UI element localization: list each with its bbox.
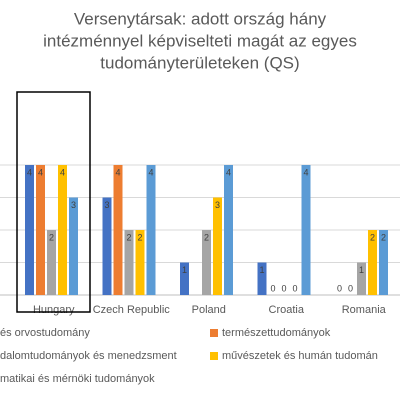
bar	[58, 165, 67, 295]
value-label: 4	[303, 167, 308, 177]
x-tick-label: Croatia	[269, 304, 305, 316]
bar	[301, 165, 311, 295]
bar	[213, 197, 222, 295]
value-label: 3	[104, 200, 109, 210]
value-label: 2	[126, 232, 131, 242]
value-label: 0	[270, 283, 275, 293]
chart-title: intézménnyel képviselteti magát az egyes	[43, 31, 357, 50]
value-label: 4	[38, 167, 43, 177]
value-label: 1	[182, 265, 187, 275]
bar	[368, 230, 377, 295]
bar	[257, 262, 267, 295]
x-tick-label: Romania	[342, 304, 387, 316]
legend-label: természettudományok	[222, 327, 331, 339]
value-label: 2	[49, 232, 54, 242]
value-label: 0	[348, 283, 353, 293]
chart-title: tudományterületeken (QS)	[100, 53, 299, 72]
legend-label: művészetek és humán tudomán	[222, 350, 378, 362]
legend-label: matikai és mérnöki tudományok	[0, 373, 155, 385]
value-label: 4	[27, 167, 32, 177]
bar	[202, 230, 211, 295]
value-label: 2	[370, 232, 375, 242]
bar	[36, 165, 45, 295]
bar	[180, 262, 189, 295]
value-label: 2	[381, 232, 386, 242]
bar	[47, 230, 56, 295]
bar	[25, 165, 34, 295]
bar	[69, 197, 78, 295]
x-tick-label: Czech Republic	[93, 304, 171, 316]
bar	[124, 230, 134, 295]
legend-marker	[210, 352, 218, 360]
bar	[113, 165, 123, 295]
value-label: 3	[71, 200, 76, 210]
value-label: 4	[115, 167, 120, 177]
chart-title: Versenytársak: adott ország hány	[74, 9, 327, 28]
legend-label: dalomtudományok és menedzsment	[0, 350, 177, 362]
bar	[146, 165, 156, 295]
value-label: 4	[60, 167, 65, 177]
value-label: 4	[148, 167, 153, 177]
x-tick-label: Poland	[192, 304, 226, 316]
value-label: 1	[359, 265, 364, 275]
bar	[379, 230, 388, 295]
highlight-box	[16, 91, 91, 313]
bar	[135, 230, 145, 295]
value-label: 3	[215, 200, 220, 210]
value-label: 0	[337, 283, 342, 293]
value-label: 1	[259, 265, 264, 275]
value-label: 0	[292, 283, 297, 293]
bar	[357, 262, 366, 295]
value-label: 2	[204, 232, 209, 242]
legend-label: és orvostudomány	[0, 327, 90, 339]
x-tick-label: Hungary	[33, 304, 75, 316]
value-label: 2	[137, 232, 142, 242]
bar	[102, 197, 112, 295]
value-label: 0	[281, 283, 286, 293]
legend-marker	[210, 329, 218, 337]
bar	[224, 165, 233, 295]
value-label: 4	[226, 167, 231, 177]
